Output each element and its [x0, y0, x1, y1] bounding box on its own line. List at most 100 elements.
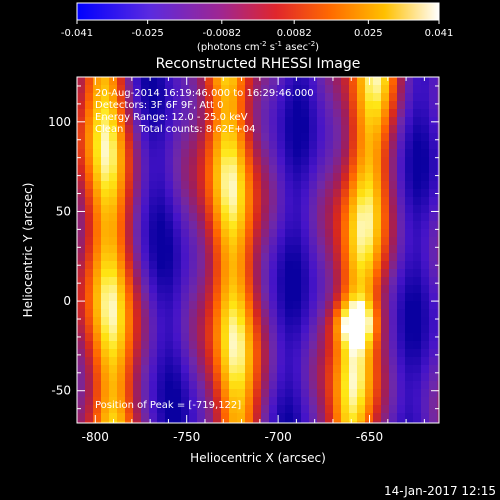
heatmap-cell: [317, 213, 325, 221]
heatmap-cell: [381, 101, 389, 109]
heatmap-cell: [221, 125, 229, 133]
heatmap-cell: [213, 389, 221, 397]
heatmap-cell: [253, 365, 261, 373]
heatmap-cell: [213, 165, 221, 173]
heatmap-cell: [333, 157, 341, 165]
heatmap-cell: [149, 197, 157, 205]
heatmap-cell: [125, 221, 133, 229]
heatmap-cell: [397, 277, 405, 285]
heatmap-cell: [117, 245, 125, 253]
heatmap-cell: [205, 261, 213, 269]
heatmap-cell: [93, 157, 101, 165]
heatmap-cell: [245, 197, 253, 205]
heatmap-cell: [181, 357, 189, 365]
heatmap-cell: [413, 317, 421, 325]
heatmap-cell: [429, 269, 437, 277]
heatmap-cell: [413, 349, 421, 357]
heatmap-cell: [189, 197, 197, 205]
heatmap-cell: [405, 125, 413, 133]
heatmap-cell: [237, 125, 245, 133]
heatmap-cell: [213, 237, 221, 245]
x-axis: -800 -750 -700 -650: [82, 77, 425, 444]
heatmap-cell: [229, 269, 237, 277]
heatmap-cell: [149, 285, 157, 293]
heatmap-cell: [413, 229, 421, 237]
heatmap-cell: [269, 269, 277, 277]
heatmap-cell: [229, 205, 237, 213]
heatmap-cell: [421, 221, 429, 229]
heatmap-cell: [141, 317, 149, 325]
heatmap-cell: [205, 405, 213, 413]
heatmap-cell: [397, 309, 405, 317]
heatmap-cell: [357, 277, 365, 285]
heatmap-cell: [437, 125, 439, 133]
heatmap-cell: [381, 309, 389, 317]
heatmap-cell: [397, 381, 405, 389]
heatmap-cell: [381, 197, 389, 205]
heatmap-cell: [133, 373, 141, 381]
heatmap-cell: [245, 269, 253, 277]
heatmap-cell: [101, 141, 109, 149]
heatmap-cell: [357, 317, 365, 325]
heatmap-cell: [429, 117, 437, 125]
heatmap-cell: [325, 141, 333, 149]
heatmap-cell: [141, 85, 149, 93]
heatmap-cell: [133, 341, 141, 349]
heatmap-cell: [85, 173, 93, 181]
heatmap-cell: [341, 317, 349, 325]
heatmap-cell: [157, 133, 165, 141]
heatmap-cell: [173, 109, 181, 117]
heatmap-cell: [197, 365, 205, 373]
heatmap-cell: [157, 173, 165, 181]
heatmap-cell: [93, 213, 101, 221]
heatmap-cell: [125, 149, 133, 157]
heatmap-cell: [397, 93, 405, 101]
heatmap-cell: [221, 253, 229, 261]
heatmap-cell: [285, 405, 293, 413]
heatmap-cell: [109, 397, 117, 405]
heatmap-cell: [437, 285, 439, 293]
heatmap-cell: [237, 405, 245, 413]
heatmap-cell: [237, 237, 245, 245]
heatmap-cell: [277, 325, 285, 333]
heatmap-cell: [173, 181, 181, 189]
heatmap-cell: [221, 93, 229, 101]
heatmap-cell: [349, 293, 357, 301]
heatmap-cell: [77, 213, 85, 221]
heatmap-cell: [93, 141, 101, 149]
heatmap-cell: [373, 301, 381, 309]
heatmap-cell: [357, 181, 365, 189]
heatmap-cell: [205, 389, 213, 397]
heatmap-cell: [125, 173, 133, 181]
heatmap-cell: [133, 277, 141, 285]
heatmap-cell: [349, 213, 357, 221]
heatmap-cell: [85, 413, 93, 421]
heatmap-cell: [317, 349, 325, 357]
heatmap-cell: [189, 157, 197, 165]
heatmap-cell: [149, 365, 157, 373]
heatmap-cell: [269, 325, 277, 333]
heatmap-cell: [341, 77, 349, 85]
heatmap-cell: [197, 85, 205, 93]
heatmap-cell: [285, 157, 293, 165]
heatmap-cell: [389, 109, 397, 117]
heatmap-cell: [125, 309, 133, 317]
heatmap-cell: [405, 381, 413, 389]
heatmap-cell: [213, 197, 221, 205]
heatmap-cell: [381, 333, 389, 341]
heatmap-cell: [245, 109, 253, 117]
heatmap-cell: [397, 253, 405, 261]
heatmap-cell: [157, 309, 165, 317]
heatmap-cell: [365, 117, 373, 125]
heatmap-cell: [285, 197, 293, 205]
heatmap-cell: [277, 165, 285, 173]
heatmap-cell: [101, 173, 109, 181]
heatmap-cell: [101, 397, 109, 405]
colorbar: -0.041 -0.025 -0.0082 0.0082 0.025 0.041 (pho…: [61, 2, 453, 53]
heatmap-cell: [261, 365, 269, 373]
heatmap-cell: [365, 157, 373, 165]
heatmap-cell: [301, 365, 309, 373]
heatmap-cell: [413, 133, 421, 141]
heatmap-cell: [365, 205, 373, 213]
heatmap-cell: [77, 365, 85, 373]
